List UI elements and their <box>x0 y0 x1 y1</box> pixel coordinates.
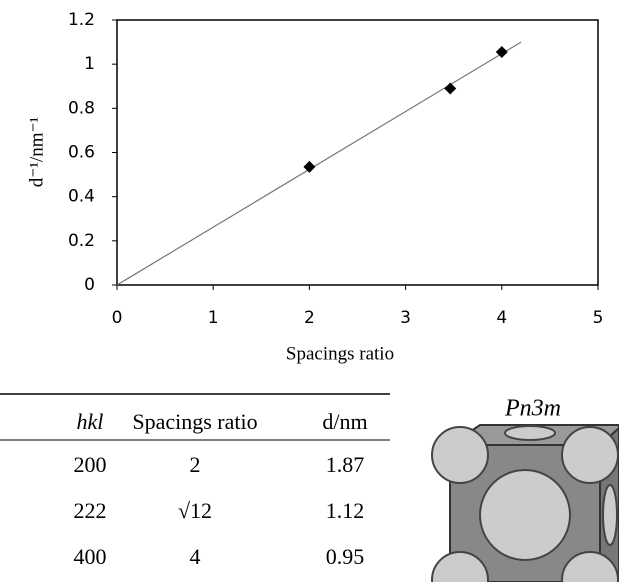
table-cell: 200 <box>74 452 107 477</box>
table-cell: 400 <box>74 544 107 569</box>
table-cell: 222 <box>74 498 107 523</box>
table-header: Spacings ratio <box>132 409 257 434</box>
x-tick-label: 0 <box>112 308 123 328</box>
table-cell: 2 <box>190 452 201 477</box>
table <box>0 393 390 441</box>
y-tick-label: 1.2 <box>68 10 95 30</box>
cube-figure: Pn3m <box>431 396 619 582</box>
x-tick-label: 3 <box>400 308 411 328</box>
y-tick-label: 1 <box>84 54 95 74</box>
x-tick-label: 5 <box>593 308 604 328</box>
data-point <box>444 82 457 95</box>
x-axis-title: Spacings ratio <box>286 343 394 364</box>
data-point <box>303 160 316 173</box>
table-cell: 1.87 <box>326 452 365 477</box>
figure-label: Pn3m <box>504 396 561 422</box>
x-tick-label: 1 <box>208 308 219 328</box>
table-header: hkl <box>77 409 104 434</box>
x-tick-label: 4 <box>496 308 507 328</box>
y-tick-label: 0.4 <box>68 187 95 207</box>
x-tick-label: 2 <box>304 308 315 328</box>
y-tick-label: 0.6 <box>68 143 95 163</box>
y-tick-label: 0 <box>84 275 95 295</box>
trend-line <box>116 41 522 286</box>
table-cell: 4 <box>190 544 201 569</box>
table-header: d/nm <box>322 409 367 434</box>
y-tick-label: 0.2 <box>68 231 95 251</box>
table-cell: √12 <box>178 498 212 523</box>
table-cell: 1.12 <box>326 498 365 523</box>
y-axis-title: d⁻¹/nm⁻¹ <box>26 116 47 187</box>
y-tick-label: 0.8 <box>68 98 95 118</box>
table-cell: 0.95 <box>326 544 365 569</box>
plot-frame <box>116 19 599 286</box>
data-point <box>495 46 508 59</box>
